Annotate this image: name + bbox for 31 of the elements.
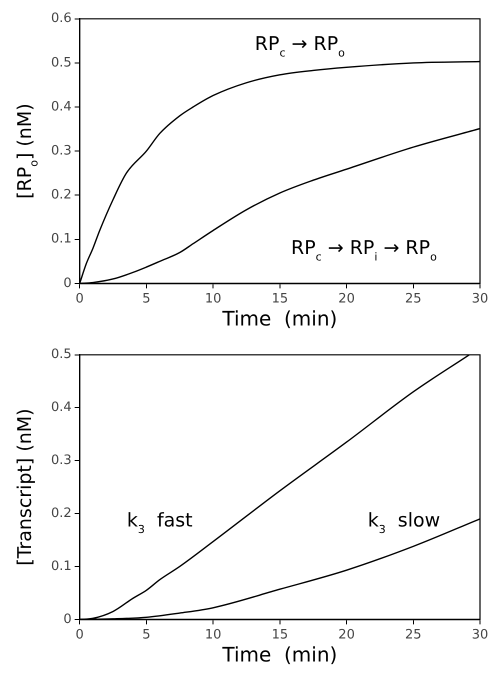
x-tick-label: 30 (472, 628, 488, 643)
y-tick-label: 0.3 (50, 453, 72, 468)
y-tick-label: 0 (63, 612, 72, 627)
x-axis-title: Time (min) (221, 306, 338, 331)
x-tick-label: 15 (272, 628, 288, 643)
y-axis-title: [Transcript] (nM) (14, 408, 36, 566)
x-tick-label: 15 (272, 292, 288, 307)
y-tick-label: 0.5 (50, 55, 72, 70)
x-tick-label: 5 (142, 292, 151, 307)
x-axis-title: Time (min) (221, 642, 338, 667)
x-tick-label: 30 (472, 292, 488, 307)
y-tick-label: 0.5 (50, 347, 72, 362)
y-tick-label: 0.4 (50, 99, 72, 114)
x-tick-label: 5 (142, 628, 151, 643)
x-tick-label: 10 (204, 628, 222, 643)
y-tick-label: 0.3 (50, 143, 72, 158)
y-tick-label: 0 (63, 276, 72, 291)
y-tick-label: 0.2 (50, 506, 72, 521)
y-axis-title: [RPo] (nM) (14, 103, 40, 199)
x-tick-label: 20 (338, 292, 355, 307)
y-tick-label: 0.2 (50, 188, 72, 203)
x-tick-label: 0 (76, 628, 84, 643)
y-tick-label: 0.6 (50, 11, 72, 26)
y-tick-label: 0.1 (50, 558, 72, 574)
x-tick-label: 10 (204, 292, 222, 307)
y-tick-label: 0.1 (50, 232, 72, 247)
x-tick-label: 25 (405, 628, 422, 643)
x-tick-label: 0 (76, 292, 84, 307)
y-tick-label: 0.4 (50, 400, 72, 416)
x-tick-label: 25 (405, 292, 422, 307)
x-tick-label: 20 (338, 628, 355, 643)
